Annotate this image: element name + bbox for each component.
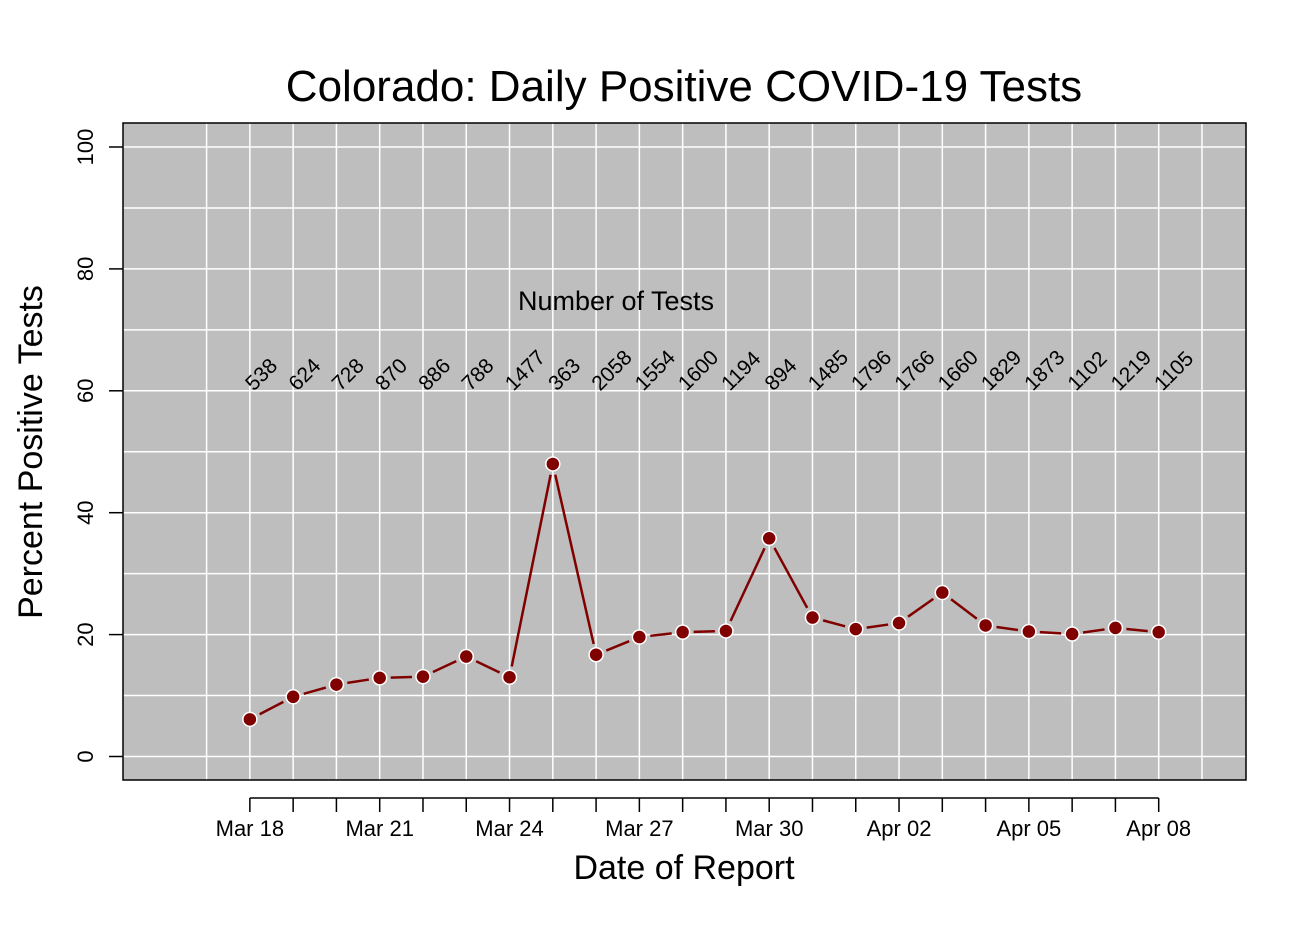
x-tick-label: Mar 27 [605,816,673,841]
data-point [1107,620,1124,636]
series-segment [907,597,935,618]
data-point [415,668,431,685]
series-segment [432,660,457,674]
x-tick-label: Apr 05 [996,816,1061,841]
series-segment [1039,630,1062,635]
x-tick-label: Mar 21 [345,816,413,841]
series-segment [390,675,413,679]
x-axis: Mar 18 Mar 21 Mar 24 Mar 27 Mar 30 Apr 02 Apr … [216,797,1191,841]
data-point [1021,623,1037,640]
y-tick-label: 0 [73,750,98,762]
y-tick-label: 40 [73,500,98,524]
data-point [1064,626,1080,642]
series-segment [605,640,630,652]
data-series [242,456,1167,728]
series-segment [650,632,672,638]
series-segment [554,474,595,645]
series-segment [729,547,766,622]
data-point [891,615,907,631]
series-segment [693,630,715,634]
series-segment [866,623,889,629]
chart-title: Colorado: Daily Positive COVID-19 Tests [286,62,1082,111]
data-point [1150,624,1167,640]
y-tick-label: 80 [73,257,98,281]
x-tick-label: Apr 08 [1126,816,1191,841]
x-tick-label: Mar 30 [735,816,803,841]
grid [123,123,1246,780]
series-segment [822,619,846,628]
data-point [848,621,864,637]
data-point [674,624,691,640]
data-point [328,676,345,693]
data-point [631,629,648,645]
y-tick-label: 100 [73,129,98,166]
series-segment [950,598,978,620]
data-point [588,646,604,663]
data-point [545,456,561,472]
y-tick-label: 60 [73,379,98,403]
data-point [761,530,777,547]
data-point [804,609,821,626]
x-tick-label: Mar 18 [216,816,284,841]
x-tick-label: Apr 02 [867,816,932,841]
data-point [371,670,388,686]
data-point [718,623,734,639]
series-segment [259,700,284,716]
series-segment [475,660,501,674]
plot-border [122,122,1247,781]
series-segment [510,474,552,667]
series-segment [347,678,370,685]
y-axis: 0 20 40 60 80 100 [73,129,123,763]
data-point [242,711,258,728]
x-tick-label: Mar 24 [475,816,543,841]
data-point [977,617,994,634]
x-axis-title: Date of Report [573,849,795,887]
annotation-number-of-tests: Number of Tests [518,286,714,316]
series-segment [773,547,809,609]
data-point [934,584,951,601]
y-axis-title: Percent Positive Tests [12,285,50,619]
data-point [501,669,518,686]
series-segment [1082,628,1105,634]
data-point [458,648,475,665]
series-segment [996,625,1019,632]
series-segment [303,686,327,695]
y-tick-label: 20 [73,622,98,646]
data-point [285,689,301,705]
series-segment [1126,627,1148,633]
